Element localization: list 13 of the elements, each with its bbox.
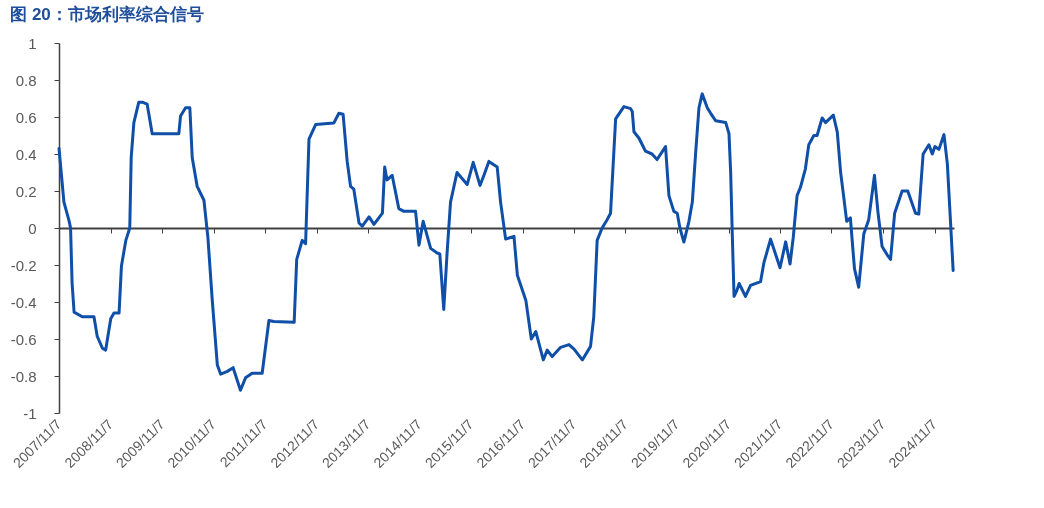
y-tick-label: -0.6	[10, 330, 37, 348]
y-tick-label: -0.8	[10, 367, 37, 385]
y-tick-label: 0.6	[15, 108, 37, 126]
chart-title: 图 20：市场利率综合信号	[10, 5, 204, 24]
y-tick-label: 1	[28, 34, 37, 52]
line-series	[57, 92, 955, 392]
y-tick-label: -1	[23, 404, 37, 422]
y-tick-label: -0.2	[10, 256, 37, 274]
y-tick-label: 0.8	[15, 71, 37, 89]
y-tick-label: 0	[28, 219, 37, 237]
y-tick-label: -0.4	[10, 293, 37, 311]
y-tick-label: 0.4	[15, 145, 37, 163]
y-tick-label: 0.2	[15, 182, 37, 200]
